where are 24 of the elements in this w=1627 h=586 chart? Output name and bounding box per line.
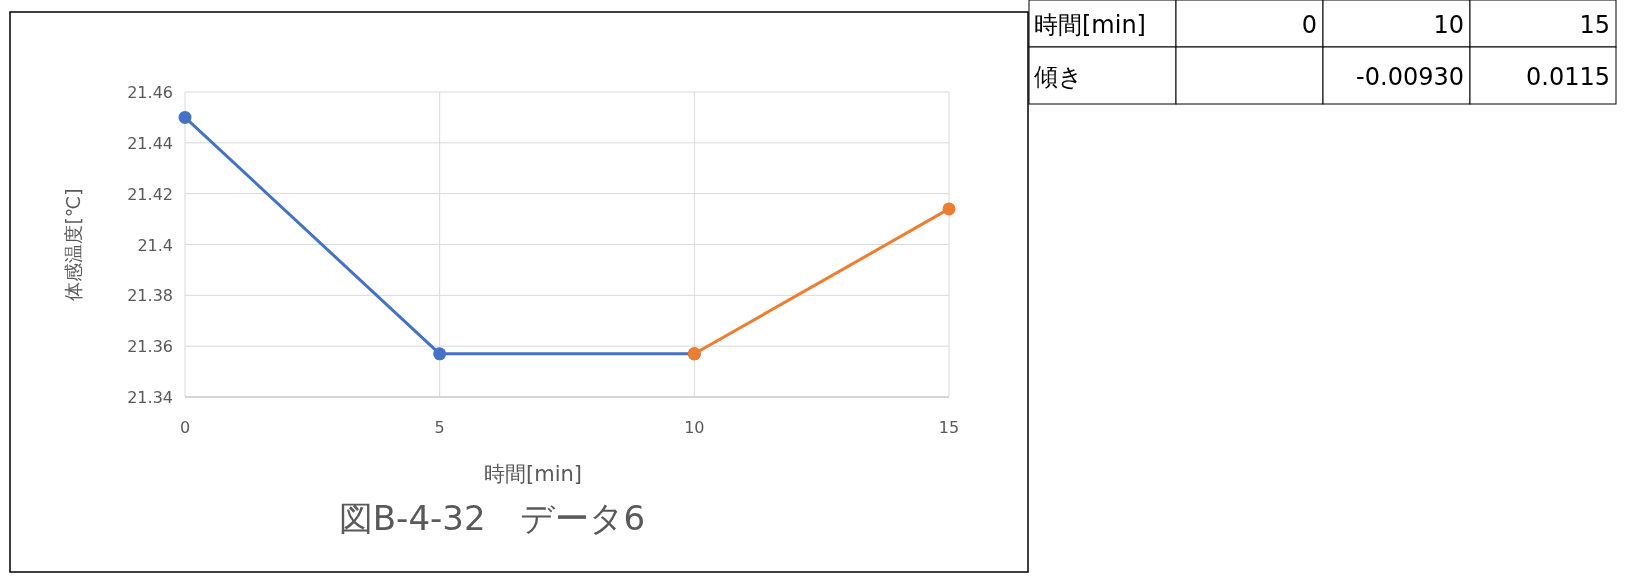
y-tick-label: 21.4	[137, 235, 173, 255]
x-tick-label: 15	[938, 418, 960, 437]
y-tick-label: 21.34	[127, 388, 173, 407]
text: 図B-4-32 データ6	[338, 498, 646, 538]
text: 0	[1301, 10, 1317, 39]
text: 傾き	[1034, 62, 1083, 91]
text: 0.0115	[1526, 62, 1610, 91]
x-tick-label: 10	[684, 418, 705, 437]
text: 時間[min]	[1034, 10, 1146, 39]
y-tick-label: 21.44	[127, 133, 173, 153]
text: 15	[1579, 10, 1610, 39]
x-tick-label: 5	[434, 418, 445, 437]
y-tick-label: 21.42	[127, 184, 173, 204]
y-tick-label: 21.36	[127, 337, 173, 357]
y-axis-title: 体感温度[℃]	[62, 188, 84, 301]
x-tick-label: 0	[179, 418, 191, 437]
y-tick-label: 21.46	[127, 83, 173, 102]
text: 10	[1433, 10, 1464, 39]
text: -0.00930	[1356, 62, 1464, 91]
point	[942, 202, 956, 216]
y-tick-label: 21.38	[127, 286, 173, 306]
x-axis-title: 時間[min]	[484, 462, 582, 486]
point	[433, 347, 447, 361]
point	[178, 110, 192, 124]
